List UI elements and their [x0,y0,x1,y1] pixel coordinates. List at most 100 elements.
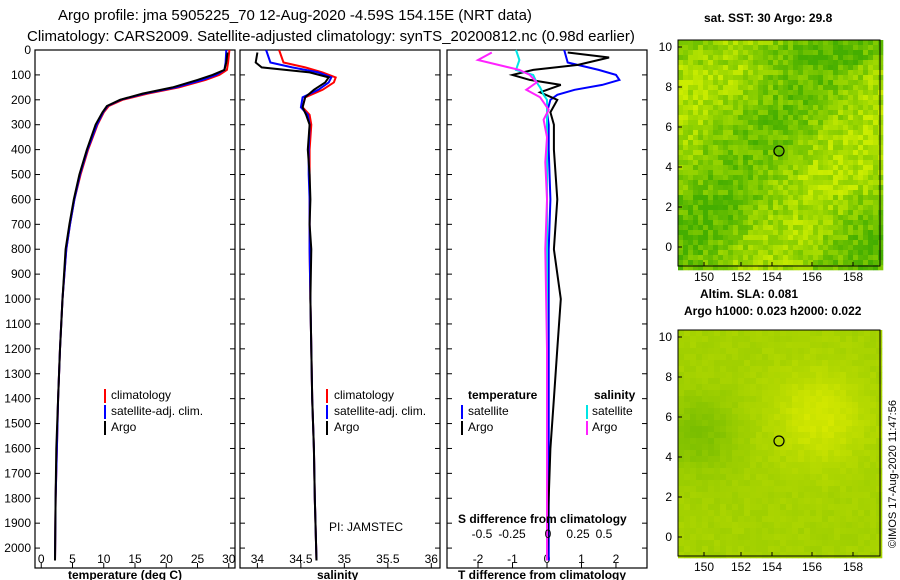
sst-cell [753,75,759,81]
series-line-t-argo [508,51,610,561]
sst-cell [878,95,884,101]
sst-cell [778,250,784,256]
sla-cell [762,444,769,451]
sst-cell [778,70,784,76]
sla-cell [714,438,721,445]
difference-depth-ticks [447,49,647,549]
y-tick-label: 900 [11,267,31,281]
sst-cell [853,45,859,51]
y-tick-label: 1300 [4,367,31,381]
sst-cell [808,250,814,256]
sst-cell [788,165,794,171]
sla-cell [696,384,703,391]
sla-cell [816,408,823,415]
sla-cell [828,504,835,511]
sst-cell [733,200,739,206]
sla-cell [846,552,853,559]
difference-series [475,49,622,561]
sst-cell [738,65,744,71]
sst-cell [718,200,724,206]
s-tick-label: 0.25 [566,527,590,541]
sla-cell [792,498,799,505]
sst-cell [858,115,864,121]
sla-cell [846,450,853,457]
sst-cell [878,210,884,216]
sst-cell [818,70,824,76]
sst-cell [838,135,844,141]
sst-cell [743,45,749,51]
sst-cell [783,185,789,191]
sla-cell [840,342,847,349]
sla-cell [696,390,703,397]
sla-cell [708,402,715,409]
sla-cell [834,450,841,457]
sla-cell [870,336,877,343]
sst-cell [813,65,819,71]
sst-cell [863,165,869,171]
sst-cell [798,265,804,271]
sla-cell [768,480,775,487]
sla-cell [792,516,799,523]
sst-cell [758,245,764,251]
sst-cell [758,70,764,76]
sst-cell [713,45,719,51]
sla-cell [702,420,709,427]
sla-cell [822,432,829,439]
sla-cell [876,468,883,475]
sst-cell [743,265,749,271]
sst-cell [803,220,809,226]
sla-cell [822,360,829,367]
sla-cell [750,432,757,439]
sst-cell [768,130,774,136]
sst-cell [778,225,784,231]
x-tick-label: 20 [160,552,174,566]
sst-cell [723,255,729,261]
sla-cell [708,552,715,559]
sst-cell [758,215,764,221]
sst-cell [753,150,759,156]
sst-cell [808,225,814,231]
sla-cell [684,354,691,361]
sst-cell [678,170,684,176]
sla-cell [684,534,691,541]
sla-cell [804,354,811,361]
sst-cell [823,80,829,86]
sst-cell [763,230,769,236]
sst-cell [818,185,824,191]
sst-cell [803,120,809,126]
sst-cell [753,240,759,246]
sst-cell [758,50,764,56]
sst-cell [713,250,719,256]
sst-cell [863,130,869,136]
sla-cell [708,456,715,463]
sla-cell [756,408,763,415]
sst-cell [813,85,819,91]
sla-cell [708,504,715,511]
sst-cell [733,95,739,101]
sla-cell [762,420,769,427]
legend-swatch-satellite [104,405,106,419]
sla-cell [708,384,715,391]
sst-cell [733,130,739,136]
sla-cell [858,456,865,463]
sla-cell [768,486,775,493]
sst-cell [838,150,844,156]
sst-cell [848,130,854,136]
sla-cell [810,372,817,379]
sla-cell [774,342,781,349]
sla-cell [756,330,763,337]
sst-cell [713,110,719,116]
sst-cell [788,260,794,266]
sst-cell [798,135,804,141]
sst-cell [868,140,874,146]
sst-cell [773,225,779,231]
sla-cell [858,462,865,469]
sst-cell [803,255,809,261]
salinity-x-axis: 34 34.5 35 35.5 36 [251,552,438,568]
sst-cell [683,210,689,216]
sla-cell [708,510,715,517]
sla-cell [780,492,787,499]
sst-cell [758,145,764,151]
sla-cell [702,444,709,451]
sst-cell [678,200,684,206]
